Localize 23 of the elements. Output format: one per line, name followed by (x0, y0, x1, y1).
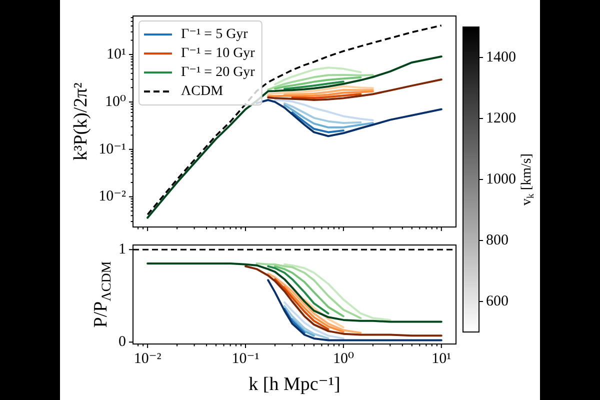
legend-label: Γ⁻¹ = 5 Gyr (181, 27, 248, 42)
color-bar-label: 600 (486, 293, 508, 310)
legend-label: Γ⁻¹ = 20 Gyr (181, 65, 256, 80)
x-tick-label: 10⁻² (134, 350, 162, 367)
color-bar-label: 1200 (486, 110, 516, 126)
color-bar-label: 800 (486, 232, 508, 248)
color-bar-label: 1400 (486, 49, 516, 66)
y-axis-title: k³P(k)/2π² (70, 82, 92, 160)
x-tick-label: 10⁻¹ (232, 350, 260, 367)
x-tick-label: 10⁰ (332, 350, 354, 367)
legend-label: Γ⁻¹ = 10 Gyr (181, 46, 256, 62)
y-axis-title: P/PΛCDM (90, 261, 114, 328)
legend-label: ΛCDM (181, 84, 224, 100)
y-tick-label: 10⁻² (98, 188, 126, 205)
y-tick-label: 1 (118, 242, 126, 258)
y-tick-label: 10⁻¹ (98, 141, 126, 158)
color-bar-label: 1000 (486, 171, 516, 188)
y-tick-label: 10¹ (106, 46, 126, 62)
y-tick-label: 0 (118, 334, 126, 350)
x-tick-label: 10¹ (432, 350, 452, 367)
y-tick-label: 10⁰ (104, 94, 126, 110)
x-axis-title: k [h Mpc⁻¹] (248, 374, 340, 395)
color-bar-title: vk [km/s] (520, 154, 536, 206)
